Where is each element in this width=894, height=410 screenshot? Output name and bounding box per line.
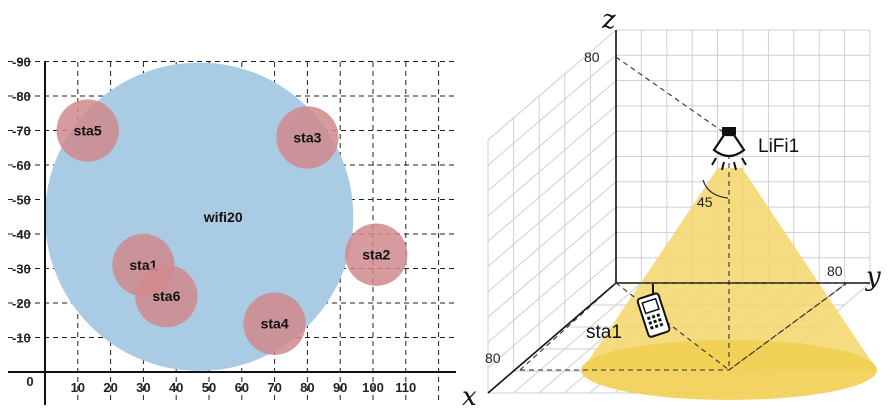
y-axis-label: y xyxy=(865,262,881,292)
station-label-sta3: sta3 xyxy=(293,129,321,145)
access-point-label: wifi20 xyxy=(203,209,243,225)
y-tick-label: -80 xyxy=(12,89,31,104)
z-axis-label: z xyxy=(601,5,616,35)
y-tick-label: -50 xyxy=(12,193,31,208)
x-tick-label: 0 xyxy=(26,374,33,389)
x-tick-label: 80 xyxy=(485,350,501,366)
station-circle-sta5 xyxy=(56,99,119,162)
station-circle-sta6 xyxy=(135,264,198,328)
station-label-sta4: sta4 xyxy=(261,316,289,332)
grid-3d-line xyxy=(487,232,617,343)
x-tick-label: 10 xyxy=(71,380,85,395)
y-tick-label: -20 xyxy=(12,296,31,311)
grid-3d-line xyxy=(487,130,617,242)
dashed-guides xyxy=(519,56,848,371)
x-tick-label: 70 xyxy=(267,380,281,395)
y-tick-labels: -90 -80 -70 -60 -50 -40 -30 -20 -10 xyxy=(12,55,31,346)
z-tick-label: 80 xyxy=(584,49,600,65)
x-tick-label: 90 xyxy=(333,380,347,395)
grid-3d-line xyxy=(487,181,617,293)
station-label-sta2: sta2 xyxy=(362,247,390,263)
x-tick-labels: 0 10 20 30 40 50 60 70 80 90 100 110 xyxy=(26,374,416,395)
y-tick-label: -10 xyxy=(12,331,31,346)
lamp-icon xyxy=(711,127,747,171)
x-axis-label: x xyxy=(462,382,477,410)
grid-3d-line xyxy=(487,206,617,318)
x-tick-label: 20 xyxy=(103,380,117,395)
y-tick-label: -60 xyxy=(12,158,31,173)
x-tick-label: 40 xyxy=(169,380,183,395)
y-tick-label: -40 xyxy=(12,227,31,242)
x-tick-label: 110 xyxy=(395,380,416,395)
y-tick-label: 80 xyxy=(827,263,843,279)
phone-icon xyxy=(636,283,671,338)
x-tick-label: 60 xyxy=(235,380,249,395)
station-3d-label: sta1 xyxy=(586,322,622,343)
x-tick-label: 30 xyxy=(136,380,150,395)
grid-3d-line xyxy=(487,156,617,267)
station-label-sta5: sta5 xyxy=(74,123,102,139)
grid-3d-line xyxy=(487,257,617,369)
station-circle-sta3 xyxy=(276,106,339,169)
x-tick-label: 100 xyxy=(362,380,384,395)
y-tick-label: -90 xyxy=(12,55,31,70)
x-tick-label: 50 xyxy=(202,380,216,395)
station-circle-sta2 xyxy=(345,223,408,286)
x-tick-label: 80 xyxy=(300,380,314,395)
grid-3d-line xyxy=(487,54,617,166)
y-tick-label: -30 xyxy=(12,262,31,277)
lifi-label: LiFi1 xyxy=(758,136,799,157)
y-tick-label: -70 xyxy=(12,124,31,139)
grid-3d-line xyxy=(513,282,642,394)
stations: sta5 sta3 sta2 sta1 sta6 sta4 xyxy=(56,99,408,355)
grid-3d-line xyxy=(487,105,617,217)
angle-label: 45 xyxy=(697,194,713,210)
station-label-sta1: sta1 xyxy=(129,257,157,273)
x-axis xyxy=(487,282,617,394)
angle-arc xyxy=(702,179,729,199)
grid-3d-line xyxy=(487,29,617,141)
placement-plot-2d: sta5 sta3 sta2 sta1 sta6 sta4 wifi20 0 10 20 30 4… xyxy=(8,55,456,405)
station-circle-sta4 xyxy=(243,292,306,355)
grid-3d-line xyxy=(487,80,617,191)
station-label-sta6: sta6 xyxy=(152,288,180,304)
